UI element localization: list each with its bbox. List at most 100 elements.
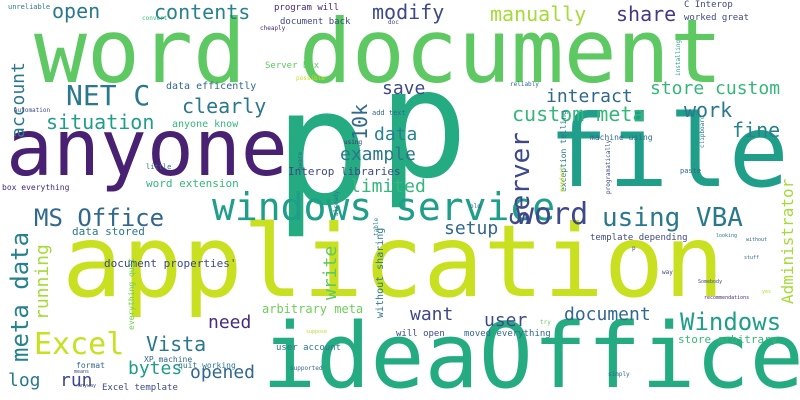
word: box everything <box>2 183 70 192</box>
word: installing <box>675 39 682 76</box>
word: old <box>470 203 481 210</box>
word: possible <box>296 75 325 82</box>
word: p <box>632 245 636 252</box>
word: bytes <box>128 358 183 379</box>
word: using VBA <box>602 203 743 233</box>
word: programatically <box>605 139 612 194</box>
word: cheaply <box>260 25 286 32</box>
word: log <box>8 370 41 391</box>
word: add text <box>372 109 406 117</box>
word: aware <box>297 151 304 170</box>
word: Interop libraries <box>288 165 401 178</box>
word: p <box>274 54 371 241</box>
word: Server box <box>265 61 320 71</box>
word: Server <box>506 132 536 226</box>
word: product <box>559 166 566 192</box>
word: anyway <box>78 383 97 389</box>
word: C Interop <box>684 0 733 10</box>
word: Excel <box>34 327 125 362</box>
word: stuff <box>744 255 760 261</box>
word: example <box>340 144 416 165</box>
word: word document <box>34 0 723 103</box>
word: Vista <box>146 332 207 356</box>
word: meta data <box>6 231 34 362</box>
word: everything quit <box>127 257 136 330</box>
word: suppose <box>306 329 328 335</box>
word: arbitrary meta <box>262 302 364 316</box>
word: application <box>62 203 725 320</box>
word: way <box>662 269 673 276</box>
word: paste <box>680 167 702 175</box>
word: program will <box>274 3 340 13</box>
word: running <box>32 244 53 320</box>
word: run <box>60 370 93 391</box>
word: situation <box>46 110 155 134</box>
word: worked great <box>684 13 750 23</box>
word: file <box>548 93 789 210</box>
word: write <box>320 245 341 300</box>
word: Somebody <box>698 279 723 285</box>
word: save <box>382 78 426 99</box>
word: data stored <box>72 225 145 238</box>
word: yes <box>762 289 772 295</box>
word: interact <box>546 86 633 107</box>
word: manually <box>490 2 587 26</box>
word: limited <box>350 176 426 197</box>
word: data <box>374 124 418 145</box>
word: means <box>74 369 90 375</box>
word: 10k <box>348 103 372 140</box>
word: XP machine <box>144 355 193 364</box>
word: share <box>616 2 677 26</box>
word: simply <box>608 371 630 378</box>
word: document <box>564 304 651 325</box>
word: account <box>8 62 29 138</box>
word: format <box>76 361 105 370</box>
word: will open <box>396 329 445 339</box>
word: clipboard <box>699 115 706 148</box>
word: anyone <box>6 104 288 194</box>
word: document properties' <box>104 257 237 270</box>
word: template depending <box>590 233 688 243</box>
word: Windows <box>680 308 782 336</box>
word: doc <box>388 19 399 26</box>
word: reliably <box>510 81 539 88</box>
word: data efficently <box>166 81 257 92</box>
word: user account <box>276 343 342 353</box>
word: using <box>344 139 363 146</box>
word: p <box>378 38 469 212</box>
word: recommendations <box>704 295 750 301</box>
word: store custom <box>650 78 781 99</box>
word: MS Office <box>34 204 165 232</box>
word: without sharing <box>375 227 386 318</box>
word: quit working <box>178 361 236 370</box>
word: machine using <box>590 133 653 142</box>
word: opened <box>190 362 256 383</box>
word: word extension <box>146 177 239 190</box>
word: custom meta <box>512 102 645 126</box>
word: table <box>373 217 380 236</box>
word: clearly <box>182 94 267 118</box>
word: anyone know <box>172 119 239 130</box>
word: work <box>684 98 733 122</box>
word: setup <box>444 218 499 239</box>
word: want <box>410 304 454 325</box>
word: fine <box>732 118 781 142</box>
word: looking <box>716 233 738 239</box>
word: Excel template <box>102 383 178 393</box>
word: contents <box>154 0 251 24</box>
word: supported <box>290 365 323 372</box>
word: without <box>746 237 768 243</box>
word: already <box>333 190 340 216</box>
word: modify <box>372 0 445 24</box>
word: automation <box>14 107 51 114</box>
word: need <box>208 312 252 333</box>
word: user <box>484 310 528 331</box>
word: open <box>52 0 101 23</box>
word: unreliable <box>8 3 51 11</box>
word: windows service <box>212 185 556 229</box>
word: NET C <box>66 79 151 112</box>
word: word <box>516 197 589 232</box>
word: moved everything <box>464 329 551 339</box>
word: try <box>540 319 551 326</box>
